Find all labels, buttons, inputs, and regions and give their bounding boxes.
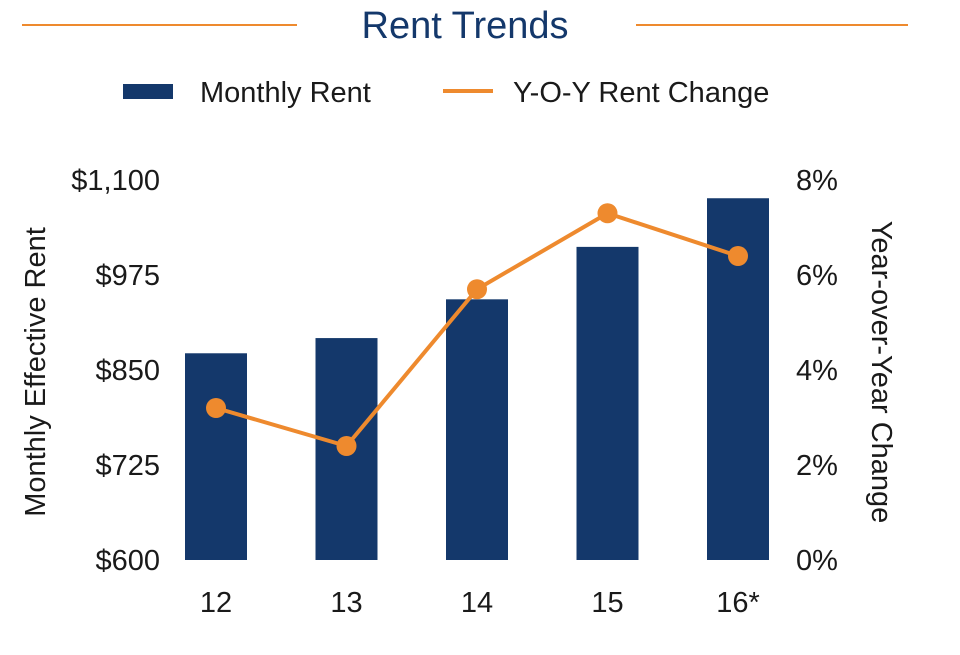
y-axis-ticks: $600 $725 $850 $975 $1,100 — [71, 165, 160, 577]
legend: Monthly Rent Y-O-Y Rent Change — [123, 77, 769, 109]
y2-tick-label: 8% — [796, 165, 838, 197]
point-yoy-change — [467, 279, 487, 300]
line-series — [206, 203, 748, 456]
point-yoy-change — [597, 203, 618, 224]
x-tick-label: 13 — [330, 587, 362, 619]
legend-label-yoy-change: Y-O-Y Rent Change — [513, 77, 769, 109]
bar-series — [185, 198, 769, 561]
bar-monthly-rent — [576, 246, 639, 560]
legend-label-monthly-rent: Monthly Rent — [200, 77, 371, 109]
y2-axis-ticks: 0% 2% 4% 6% 8% — [796, 165, 838, 577]
y2-tick-label: 0% — [796, 545, 838, 577]
y-tick-label: $975 — [95, 260, 160, 292]
x-tick-label: 12 — [200, 587, 232, 619]
x-tick-label: 16* — [716, 587, 760, 619]
point-yoy-change — [206, 398, 226, 418]
y2-axis-title: Year-over-Year Change — [865, 221, 897, 524]
legend-bar-swatch — [123, 84, 173, 99]
point-yoy-change — [728, 246, 748, 266]
x-tick-label: 14 — [461, 587, 493, 619]
chart-title: Rent Trends — [362, 5, 569, 47]
y-tick-label: $1,100 — [71, 165, 160, 197]
x-axis-ticks: 12 13 14 15 16* — [200, 587, 760, 619]
y-axis-title: Monthly Effective Rent — [20, 227, 52, 517]
y2-tick-label: 6% — [796, 260, 838, 292]
y-tick-label: $600 — [95, 545, 160, 577]
y2-tick-label: 2% — [796, 450, 838, 482]
x-tick-label: 15 — [591, 587, 623, 619]
y-tick-label: $850 — [95, 355, 160, 387]
y-tick-label: $725 — [95, 450, 160, 482]
point-yoy-change — [336, 436, 357, 456]
bar-monthly-rent — [446, 299, 508, 560]
y2-tick-label: 4% — [796, 355, 838, 387]
bar-monthly-rent — [185, 353, 247, 560]
